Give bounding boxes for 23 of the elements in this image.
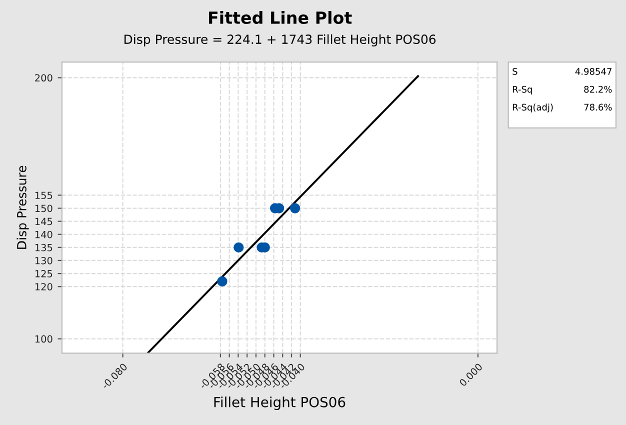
y-tick-label: 145 <box>35 218 52 226</box>
y-tick-label: 155 <box>35 192 52 200</box>
y-tick-label: 135 <box>35 244 52 252</box>
text: 4.98547 <box>575 68 612 75</box>
y-axis-title: Disp Pressure <box>16 166 29 249</box>
text: 78.6% <box>584 104 612 111</box>
y-tick-label: 120 <box>35 283 52 290</box>
chart-subtitle: Disp Pressure = 224.1 + 1743 Fillet Height POS06 <box>124 34 436 46</box>
point <box>234 242 244 253</box>
text: S <box>512 68 518 75</box>
text: R-Sq(adj) <box>512 104 553 112</box>
text: R-Sq <box>512 86 532 94</box>
x-axis-title: Fillet Height POS06 <box>214 396 346 410</box>
point <box>217 276 228 286</box>
y-tick-label: 200 <box>35 74 52 82</box>
point <box>290 203 300 214</box>
y-tick-label: 150 <box>35 204 52 212</box>
chart-title: Fitted Line Plot <box>208 11 352 24</box>
text: 82.2% <box>584 86 612 93</box>
y-tick-label: 125 <box>35 270 52 278</box>
y-tick-label: 140 <box>35 230 52 238</box>
y-tick-label: 130 <box>35 256 52 264</box>
y-tick-label: 100 <box>35 335 52 343</box>
